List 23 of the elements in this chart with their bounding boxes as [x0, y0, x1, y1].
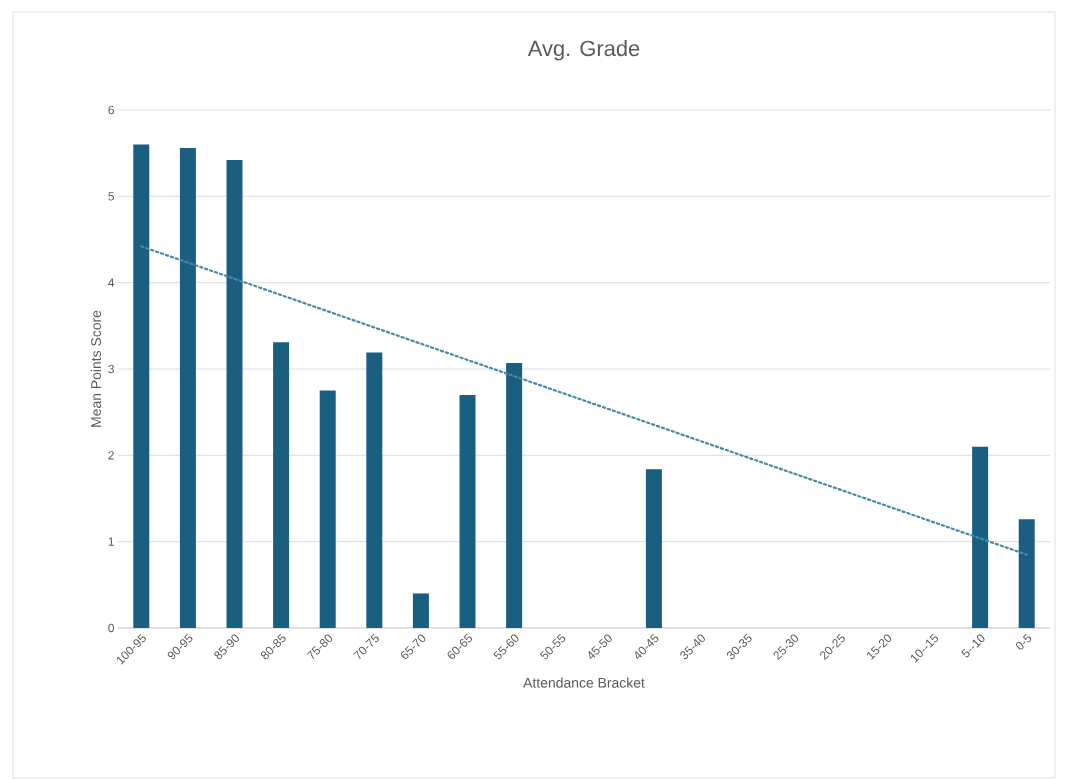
y-axis-title: Mean Points Score: [90, 310, 101, 427]
y-tick-label: 0: [108, 623, 115, 633]
bar: [412, 593, 429, 628]
bar: [645, 469, 662, 628]
bar: [133, 144, 150, 628]
bar: [972, 446, 989, 628]
bar: [273, 342, 290, 628]
y-tick-label: 6: [108, 105, 114, 115]
bar: [366, 352, 383, 628]
bar: [506, 362, 523, 628]
bar: [179, 147, 196, 628]
bar: [459, 394, 476, 628]
y-tick-label: 4: [108, 278, 115, 287]
y-tick-label: 1: [108, 537, 114, 546]
bar: [319, 390, 336, 628]
bar: [1018, 519, 1035, 628]
chart-title: Avg. Grade: [527, 40, 640, 61]
y-tick-label: 5: [108, 192, 114, 201]
x-axis-title: Attendance Bracket: [523, 677, 645, 688]
y-tick-label: 2: [108, 451, 114, 460]
y-tick-label: 3: [108, 364, 114, 374]
bar: [226, 160, 243, 628]
x-tick-label: 0-5: [1016, 633, 1032, 650]
